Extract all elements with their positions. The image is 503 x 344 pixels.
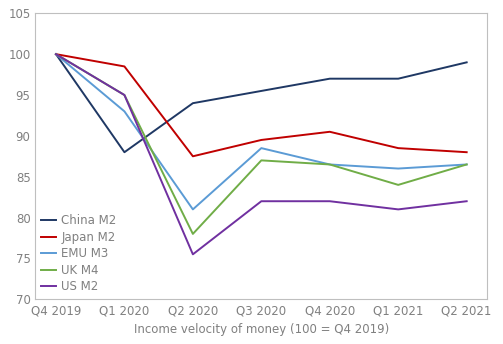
US M2 (121, 93, 127, 97)
Japan M2 (327, 130, 333, 134)
US M2 (190, 252, 196, 256)
Japan M2 (190, 154, 196, 158)
EMU M3 (190, 207, 196, 212)
US M2 (53, 52, 59, 56)
Line: EMU M3: EMU M3 (56, 54, 467, 209)
Japan M2 (53, 52, 59, 56)
China M2 (121, 150, 127, 154)
Japan M2 (121, 64, 127, 68)
Japan M2 (464, 150, 470, 154)
UK M4 (395, 183, 401, 187)
UK M4 (121, 93, 127, 97)
EMU M3 (53, 52, 59, 56)
EMU M3 (395, 166, 401, 171)
Legend: China M2, Japan M2, EMU M3, UK M4, US M2: China M2, Japan M2, EMU M3, UK M4, US M2 (41, 214, 117, 293)
EMU M3 (121, 109, 127, 114)
Japan M2 (259, 138, 265, 142)
EMU M3 (464, 162, 470, 166)
China M2 (259, 89, 265, 93)
China M2 (53, 52, 59, 56)
UK M4 (259, 158, 265, 162)
China M2 (464, 60, 470, 64)
UK M4 (464, 162, 470, 166)
US M2 (395, 207, 401, 212)
US M2 (464, 199, 470, 203)
China M2 (190, 101, 196, 105)
US M2 (327, 199, 333, 203)
Line: US M2: US M2 (56, 54, 467, 254)
UK M4 (53, 52, 59, 56)
UK M4 (190, 232, 196, 236)
China M2 (395, 77, 401, 81)
EMU M3 (327, 162, 333, 166)
Line: Japan M2: Japan M2 (56, 54, 467, 156)
China M2 (327, 77, 333, 81)
Line: China M2: China M2 (56, 54, 467, 152)
Japan M2 (395, 146, 401, 150)
X-axis label: Income velocity of money (100 = Q4 2019): Income velocity of money (100 = Q4 2019) (134, 323, 389, 336)
Line: UK M4: UK M4 (56, 54, 467, 234)
EMU M3 (259, 146, 265, 150)
US M2 (259, 199, 265, 203)
UK M4 (327, 162, 333, 166)
